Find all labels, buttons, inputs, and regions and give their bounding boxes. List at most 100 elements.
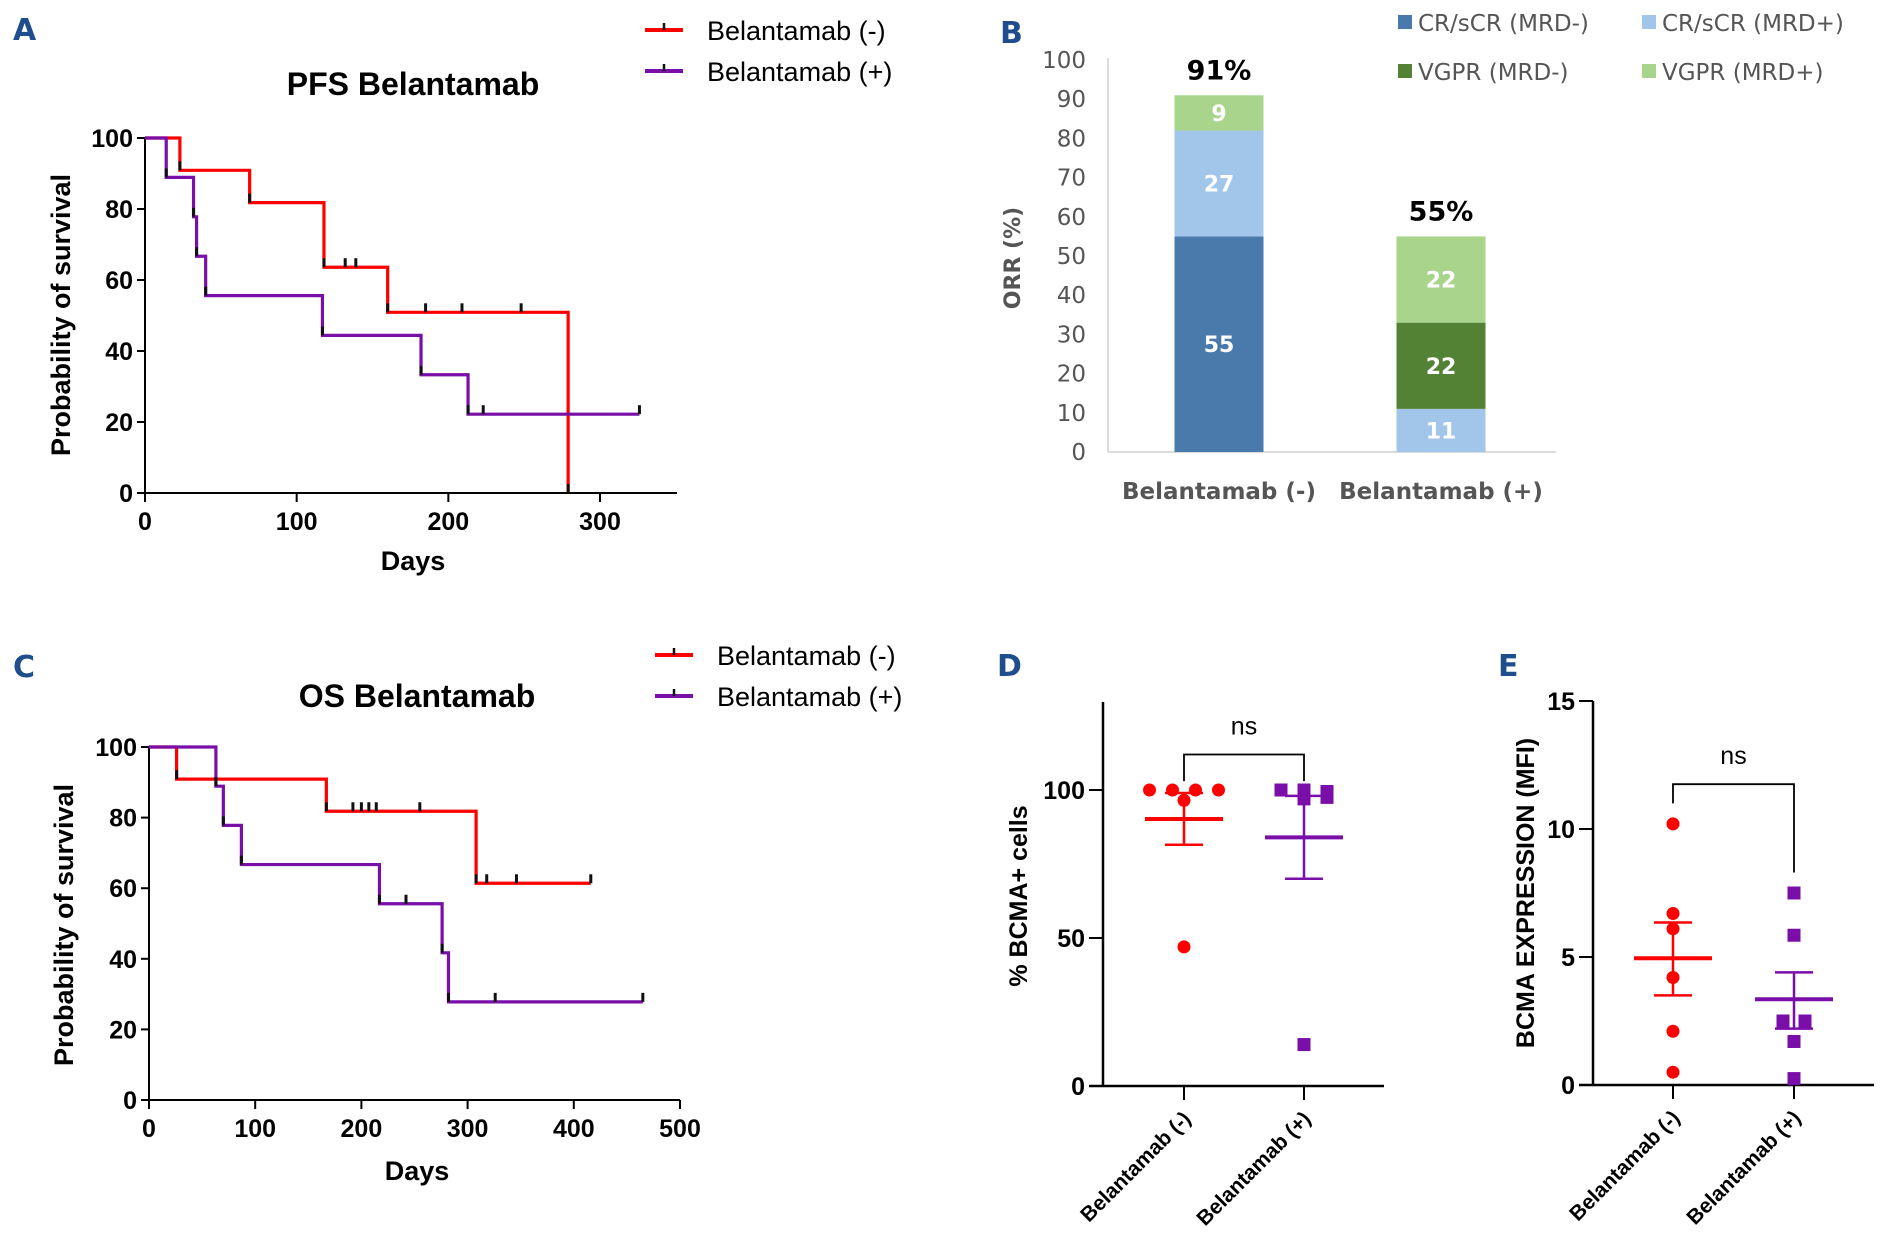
data-point-square	[1787, 886, 1801, 900]
x-category-label: Belantamab (-)	[1122, 479, 1316, 505]
significance-bracket	[1672, 783, 1795, 873]
data-point-square	[1776, 1014, 1790, 1028]
data-point-square	[1798, 1014, 1812, 1028]
km-curve-belantamab-neg	[149, 745, 591, 885]
bar-segment-label: 55	[1204, 333, 1235, 358]
data-point-square	[1297, 1038, 1311, 1052]
y-tick-label: 20	[109, 1016, 137, 1044]
significance-label: ns	[1720, 742, 1746, 770]
bar-total-label: 55%	[1409, 196, 1474, 227]
y-tick-label: 100	[1043, 777, 1085, 805]
panel-b-orr-chart: B ORR (%) 0 10 20 30 40 50 60 70 80 90 100 Belantam…	[1000, 11, 1844, 505]
panel-letter-e: E	[1498, 649, 1519, 684]
bar-segment	[1174, 95, 1264, 131]
y-tick-label: 20	[1057, 362, 1086, 388]
x-tick-label: 100	[276, 508, 318, 536]
legend-swatch	[1398, 15, 1412, 29]
data-point-square	[1787, 928, 1801, 942]
y-tick-label: 0	[119, 480, 133, 508]
y-tick-label: 80	[1057, 126, 1086, 152]
bar-segment-label: 27	[1204, 172, 1235, 197]
bar-segment	[1174, 130, 1264, 237]
legend-label: Belantamab (+)	[717, 682, 902, 712]
bar-total-label: 91%	[1187, 55, 1252, 86]
y-tick-label: 5	[1561, 944, 1575, 972]
y-tick-label: 40	[1057, 283, 1086, 309]
bar-segment-label: 9	[1211, 102, 1226, 127]
y-tick-label: 40	[109, 946, 137, 974]
data-point-square	[1787, 1072, 1801, 1086]
marks-b: 55 27 9 91% 11 22 22 55%	[1174, 55, 1486, 452]
bar-segment-label: 22	[1426, 355, 1457, 380]
panel-letter-b: B	[1000, 16, 1023, 51]
marks-d: ns	[1143, 712, 1343, 1052]
significance-bracket	[1183, 753, 1305, 782]
panel-letter-a: A	[13, 13, 37, 48]
bar-segment	[1396, 236, 1486, 323]
significance-label: ns	[1231, 712, 1257, 740]
y-tick-label: 0	[1071, 440, 1086, 466]
bar-segment	[1396, 322, 1486, 409]
chart-title-a: PFS Belantamab	[287, 66, 540, 102]
axes-b: 0 10 20 30 40 50 60 70 80 90 100 Belantamab (-) Bela…	[1042, 48, 1556, 505]
legend-label: CR/sCR (MRD-)	[1418, 11, 1589, 37]
y-tick-label: 0	[1561, 1072, 1575, 1100]
y-tick-label: 15	[1547, 688, 1575, 716]
y-axis-label-d: % BCMA+ cells	[1005, 805, 1033, 986]
y-tick-label: 30	[1057, 322, 1086, 348]
legend-label: VGPR (MRD+)	[1662, 60, 1823, 86]
km-curve-belantamab-neg	[145, 136, 570, 493]
legend-label: Belantamab (-)	[717, 641, 896, 671]
y-tick-label: 10	[1057, 401, 1086, 427]
y-axis-label-b: ORR (%)	[1001, 207, 1026, 309]
legend-swatch	[1642, 15, 1656, 29]
x-tick-label: 400	[553, 1115, 595, 1143]
x-tick-label: 300	[447, 1115, 489, 1143]
data-point-circle	[1212, 783, 1225, 797]
y-tick-label: 60	[105, 267, 133, 295]
y-tick-label: 0	[123, 1087, 137, 1115]
data-point-circle	[1166, 783, 1179, 797]
y-tick-label: 70	[1057, 166, 1086, 192]
y-tick-label: 80	[105, 196, 133, 224]
y-tick-label: 80	[109, 805, 137, 833]
legend-b: CR/sCR (MRD-) CR/sCR (MRD+) VGPR (MRD-) VGP…	[1398, 11, 1844, 86]
x-tick-label: 100	[234, 1115, 276, 1143]
legend-swatch	[1398, 64, 1412, 78]
data-point-square	[1274, 783, 1288, 797]
data-point-circle	[1189, 783, 1202, 797]
x-tick-label: 500	[659, 1115, 701, 1143]
data-point-square	[1297, 792, 1311, 806]
data-point-circle	[1666, 817, 1680, 831]
y-tick-label: 100	[95, 734, 137, 762]
panel-c-os-chart: C OS Belantamab Days Probability of surv…	[13, 641, 902, 1186]
legend-label: Belantamab (-)	[707, 16, 886, 46]
data-point-circle	[1666, 906, 1680, 920]
x-tick-label: 0	[138, 508, 152, 536]
x-tick-label: 0	[142, 1115, 156, 1143]
data-point-circle	[1666, 1065, 1680, 1079]
bar-segment	[1174, 236, 1264, 452]
y-tick-label: 60	[109, 875, 137, 903]
panel-letter-c: C	[13, 650, 35, 685]
y-tick-label: 0	[1071, 1073, 1085, 1101]
y-tick-label: 60	[1057, 205, 1086, 231]
legend-a: Belantamab (-) Belantamab (+)	[645, 16, 892, 87]
y-axis-label-a: Probability of survival	[46, 174, 76, 456]
marks-a	[145, 136, 641, 493]
data-point-circle	[1666, 922, 1680, 936]
y-tick-label: 50	[1057, 244, 1086, 270]
x-axis-label-a: Days	[381, 546, 446, 576]
data-point-circle	[1143, 783, 1156, 797]
bar-segment-label: 22	[1426, 269, 1457, 294]
km-curve-belantamab-pos	[145, 136, 640, 416]
legend-label: CR/sCR (MRD+)	[1662, 11, 1844, 37]
y-axis-label-c: Probability of survival	[49, 784, 79, 1066]
axes-c: 0 20 40 60 80 100 0 100 200 300 400 500	[95, 734, 701, 1143]
marks-c	[149, 745, 645, 1004]
data-point-square	[1320, 790, 1334, 804]
y-tick-label: 20	[105, 409, 133, 437]
y-tick-label: 100	[91, 125, 133, 153]
